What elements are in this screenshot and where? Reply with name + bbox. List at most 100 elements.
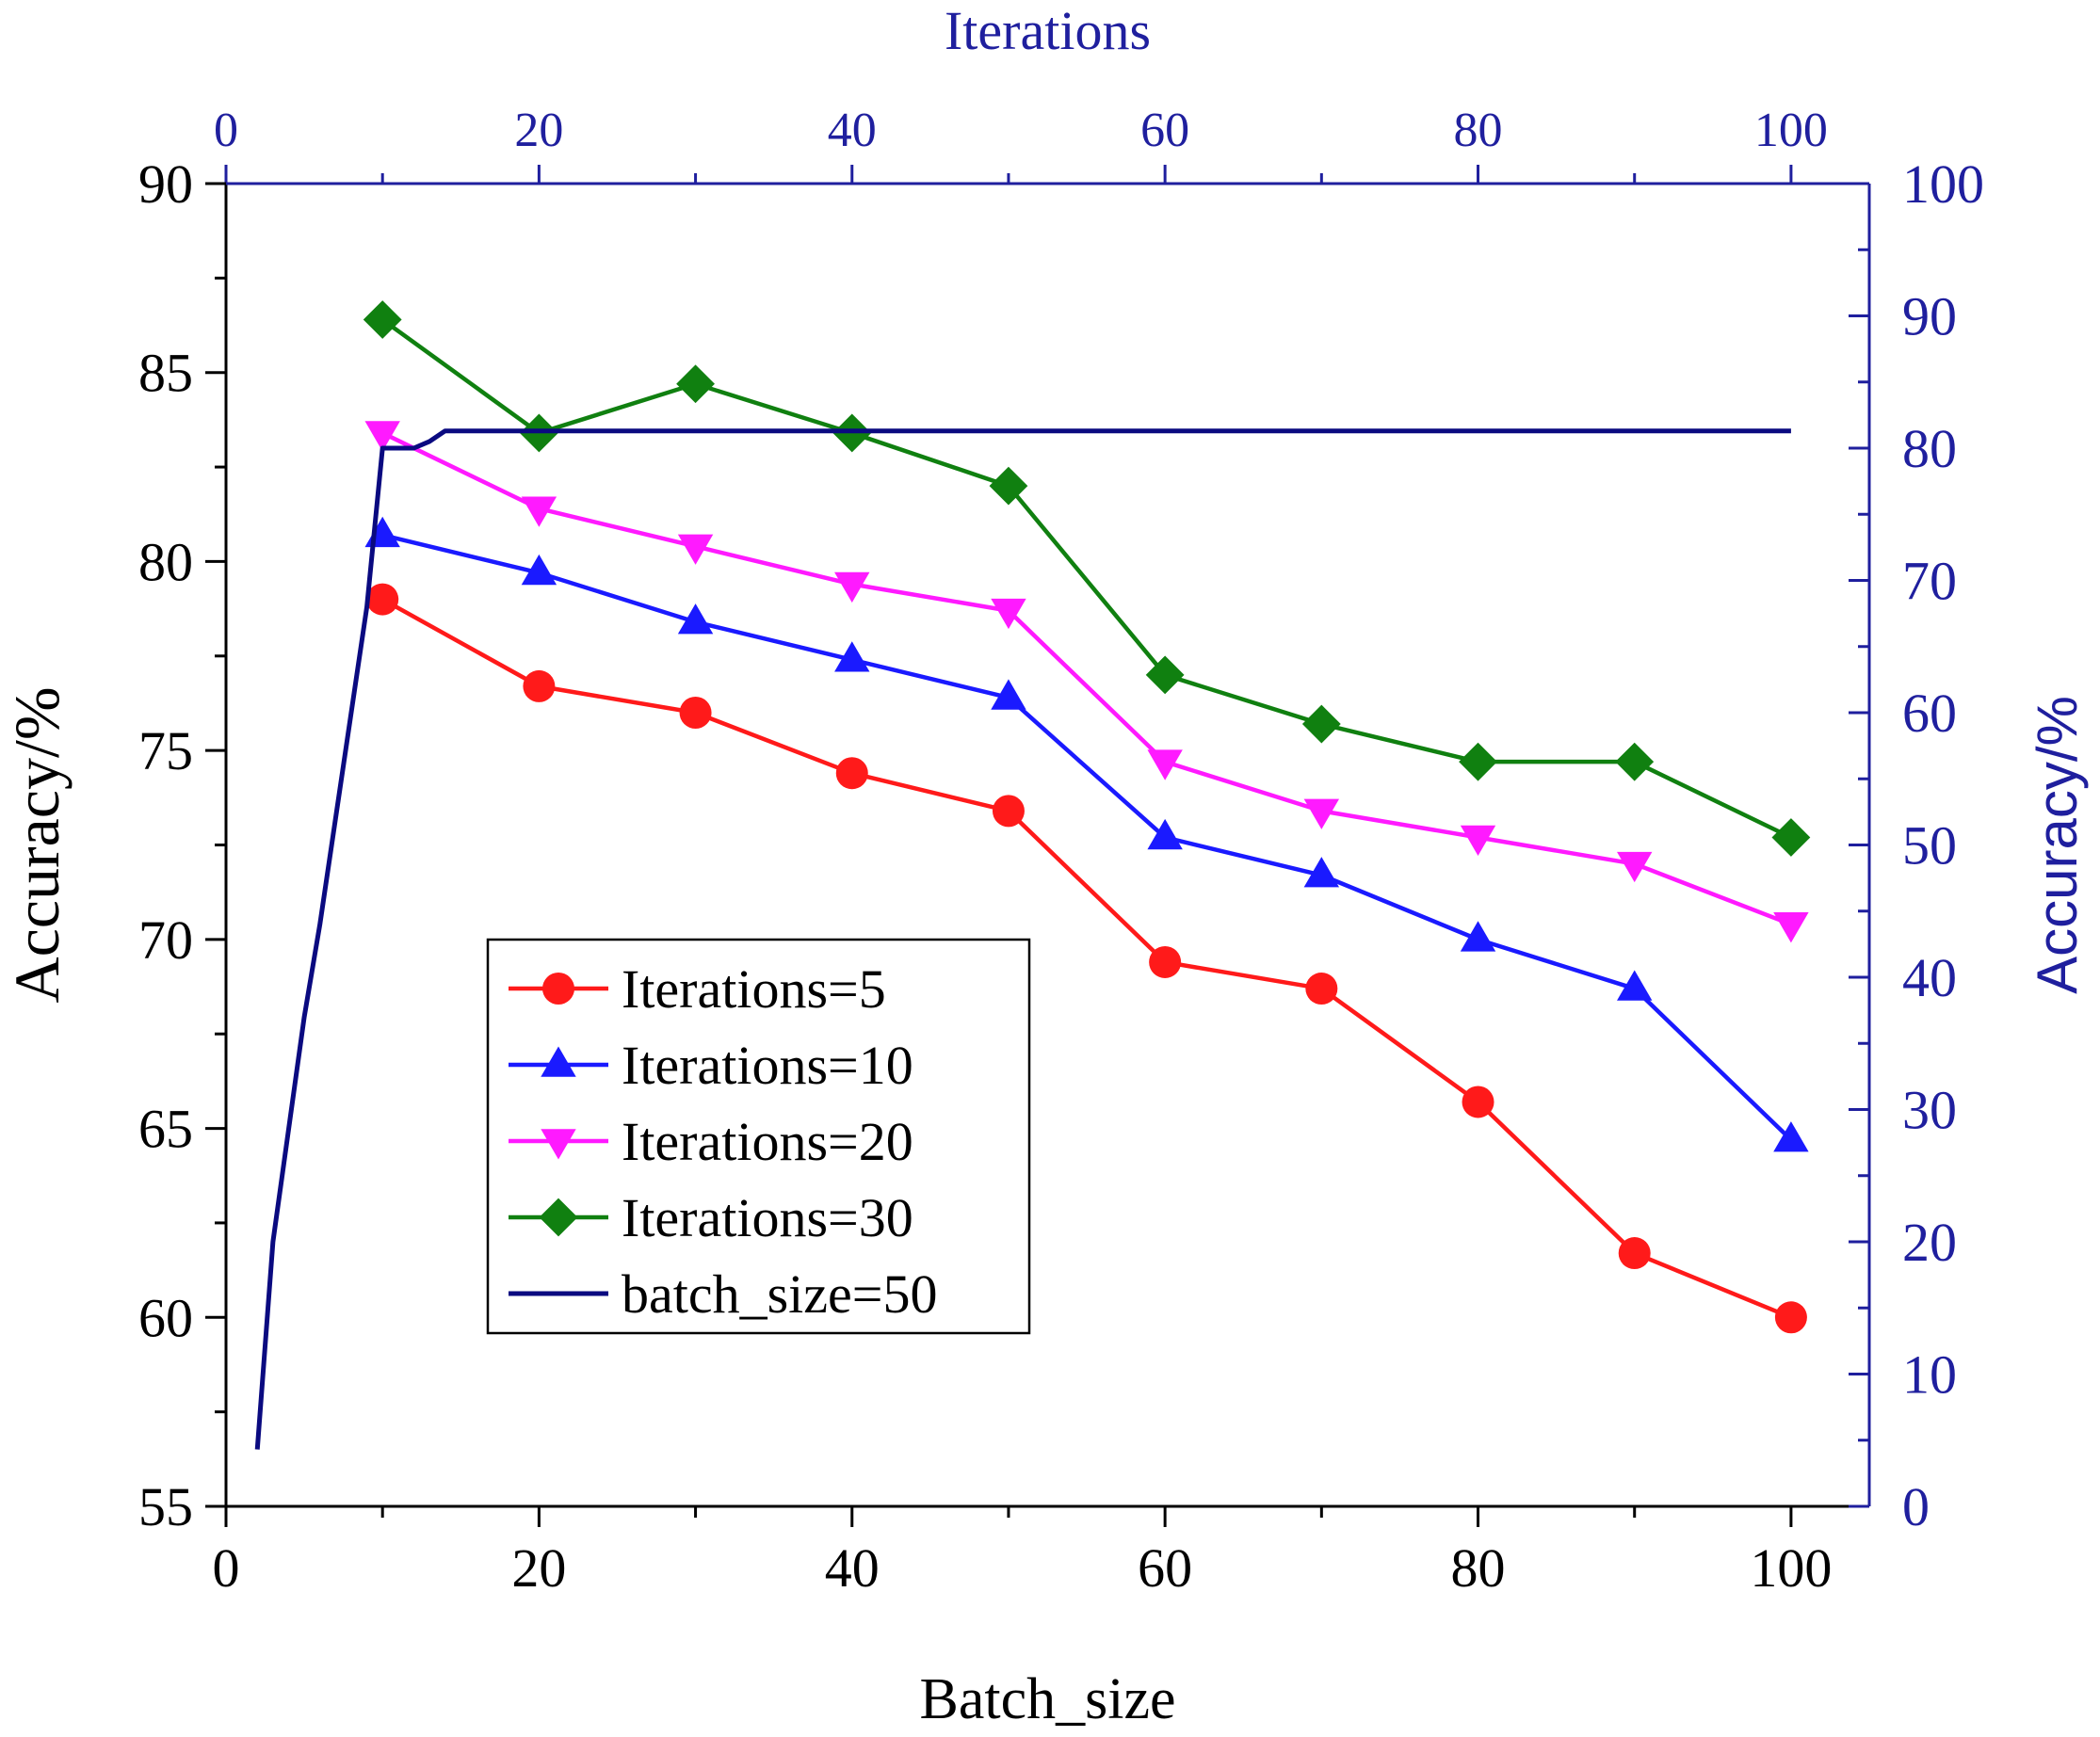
legend-label: Iterations=30 <box>622 1187 913 1248</box>
series-line-iterations-30 <box>380 317 1792 840</box>
data-point-iterations-30 <box>1301 704 1341 744</box>
legend-marker <box>541 1129 576 1160</box>
data-point-iterations-30 <box>989 466 1028 506</box>
data-point-iterations-20 <box>834 571 870 603</box>
right-tick-label: 30 <box>1902 1080 1957 1141</box>
data-point-iterations-10 <box>1773 1121 1809 1152</box>
top-tick-label: 40 <box>828 104 877 157</box>
bottom-tick-label: 100 <box>1750 1537 1832 1599</box>
data-point-iterations-5 <box>992 795 1025 828</box>
data-point-iterations-10 <box>364 516 400 548</box>
data-point-iterations-5 <box>523 669 556 702</box>
data-point-iterations-20 <box>991 598 1026 630</box>
data-point-iterations-20 <box>1303 798 1340 829</box>
data-point-iterations-30 <box>1615 742 1655 781</box>
series-group <box>254 300 1811 1450</box>
legend-label: Iterations=10 <box>622 1035 913 1096</box>
x-axis-title: Batch_size <box>919 1667 1175 1731</box>
data-point-iterations-5 <box>1462 1086 1494 1118</box>
right-tick-label: 80 <box>1902 418 1957 479</box>
data-point-iterations-10 <box>834 641 870 672</box>
series-line-batch-size-50 <box>254 428 1791 1450</box>
top-tick-label: 100 <box>1754 104 1828 157</box>
right-axis-title: Accuracy/% <box>2026 696 2089 994</box>
data-point-iterations-20 <box>1147 749 1183 780</box>
series-line-iterations-20 <box>381 430 1792 926</box>
data-point-iterations-20 <box>1460 825 1496 857</box>
data-point-iterations-5 <box>1149 945 1182 978</box>
top-axis-title: Iterations <box>945 0 1151 61</box>
series-iterations-10 <box>364 516 1809 1152</box>
right-tick-label: 70 <box>1902 551 1957 612</box>
right-tick-label: 100 <box>1902 153 1984 215</box>
left-tick-label: 55 <box>138 1476 193 1537</box>
data-point-iterations-20 <box>1773 912 1809 943</box>
data-point-iterations-30 <box>1145 655 1185 695</box>
data-point-iterations-30 <box>363 300 402 339</box>
left-tick-label: 90 <box>138 153 193 215</box>
data-point-iterations-30 <box>1771 818 1811 857</box>
data-point-iterations-10 <box>1147 818 1183 850</box>
data-point-iterations-30 <box>1459 742 1497 781</box>
legend-entry-iterations-5: Iterations=5 <box>509 958 886 1020</box>
top-tick-label: 0 <box>214 104 238 157</box>
legend-label: Iterations=20 <box>622 1111 913 1172</box>
left-tick-label: 85 <box>138 343 193 404</box>
left-tick-label: 75 <box>138 720 193 781</box>
top-tick-label: 80 <box>1454 104 1503 157</box>
data-point-iterations-10 <box>1460 921 1496 952</box>
data-point-iterations-20 <box>364 421 400 452</box>
right-tick-label: 90 <box>1902 286 1957 347</box>
legend-marker <box>541 1046 576 1077</box>
legend-label: Iterations=5 <box>622 958 886 1020</box>
bottom-tick-label: 80 <box>1451 1537 1506 1599</box>
top-tick-label: 60 <box>1140 104 1189 157</box>
data-point-iterations-10 <box>1303 857 1340 888</box>
legend-marker <box>539 1198 578 1237</box>
series-line-iterations-10 <box>381 533 1793 1142</box>
legend-marker <box>542 973 574 1005</box>
series-iterations-5 <box>366 583 1807 1334</box>
bottom-tick-label: 60 <box>1138 1537 1192 1599</box>
left-tick-label: 80 <box>138 531 193 592</box>
bottom-tick-label: 0 <box>213 1537 240 1599</box>
right-tick-label: 40 <box>1902 947 1957 1008</box>
y-axis-title: Accuracy/% <box>1 686 73 1003</box>
data-point-iterations-20 <box>521 496 557 527</box>
data-point-iterations-30 <box>676 364 715 404</box>
right-tick-label: 50 <box>1902 815 1957 877</box>
right-tick-label: 0 <box>1902 1476 1930 1537</box>
bottom-tick-label: 40 <box>825 1537 880 1599</box>
right-tick-label: 10 <box>1902 1344 1957 1406</box>
data-point-iterations-5 <box>679 697 712 729</box>
data-point-iterations-10 <box>677 603 714 635</box>
data-point-iterations-10 <box>521 554 557 586</box>
data-point-iterations-20 <box>677 534 714 565</box>
left-tick-label: 70 <box>138 909 193 971</box>
legend: Iterations=5 Iterations=10 Iterations=20 It… <box>486 938 1031 1335</box>
data-point-iterations-5 <box>835 757 868 790</box>
legend-box <box>486 938 1031 1335</box>
data-point-iterations-5 <box>1774 1301 1807 1334</box>
left-tick-label: 60 <box>138 1287 193 1348</box>
data-point-iterations-5 <box>1305 973 1338 1005</box>
bottom-tick-label: 20 <box>511 1537 566 1599</box>
data-point-iterations-20 <box>1617 851 1653 883</box>
top-tick-label: 20 <box>514 104 563 157</box>
legend-entry-batch-size-50: batch_size=50 <box>509 1263 937 1325</box>
series-batch-size-50 <box>254 428 1791 1450</box>
right-tick-label: 60 <box>1902 683 1957 744</box>
data-point-iterations-10 <box>1617 970 1653 1001</box>
data-point-iterations-5 <box>1618 1237 1651 1270</box>
legend-label: batch_size=50 <box>622 1263 937 1325</box>
series-line-iterations-5 <box>381 597 1792 1320</box>
data-point-iterations-5 <box>366 583 399 616</box>
right-tick-label: 20 <box>1902 1212 1957 1273</box>
legend-entry-iterations-10: Iterations=10 <box>509 1035 913 1096</box>
series-iterations-30 <box>363 300 1811 857</box>
legend-entry-iterations-20: Iterations=20 <box>509 1111 913 1172</box>
left-tick-label: 65 <box>138 1099 193 1160</box>
legend-entry-iterations-30: Iterations=30 <box>509 1187 913 1248</box>
